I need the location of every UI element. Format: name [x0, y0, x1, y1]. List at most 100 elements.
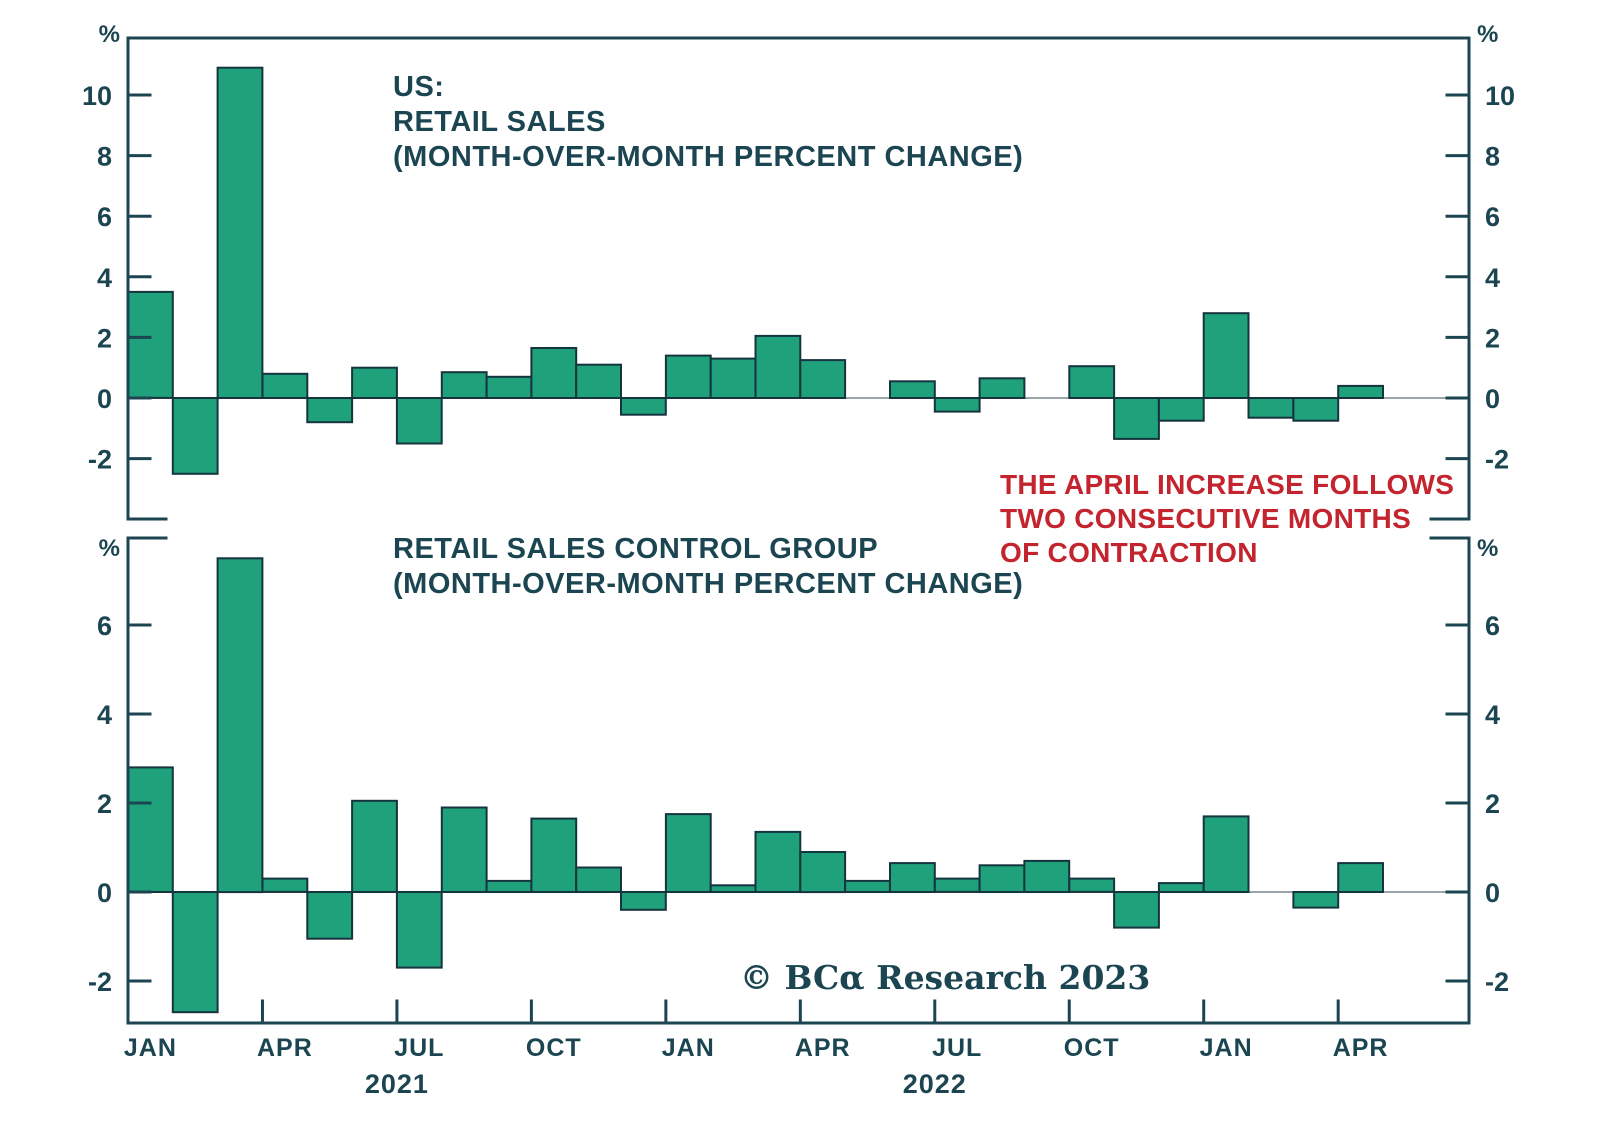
top-chart-bar: [306, 397, 354, 424]
copyright-text: © BCα Research 2023: [740, 958, 1151, 997]
top-chart-bar: [395, 397, 443, 445]
top-chart-y-tick-label-right: 4: [1485, 263, 1500, 293]
x-year-label: 2022: [903, 1069, 967, 1099]
bottom-chart-bar: [709, 884, 757, 893]
bottom-chart-bar: [575, 866, 623, 893]
x-tick-label: OCT: [526, 1034, 582, 1062]
bottom-chart-y-tick-label-right: 6: [1485, 611, 1500, 641]
top-chart-unit-label-right: %: [1477, 21, 1498, 48]
top-chart-unit-label-left: %: [99, 21, 120, 48]
top-chart-y-tick-label-left: 8: [97, 142, 112, 172]
bottom-chart-y-tick-label-left: 4: [97, 700, 112, 730]
top-chart-y-tick-label-left: 4: [97, 263, 112, 293]
bottom-chart-y-tick-label-right: -2: [1485, 967, 1509, 997]
top-chart-bar: [127, 290, 174, 399]
top-chart-title-line1: US:: [393, 71, 445, 103]
top-chart-bar: [216, 66, 264, 399]
bottom-chart-bar: [844, 879, 891, 894]
top-chart-y-tick-label-left: -2: [88, 445, 112, 475]
top-chart-bar: [664, 354, 712, 400]
bottom-chart-bar: [754, 830, 802, 894]
annotation-line1: THE APRIL INCREASE FOLLOWS: [1000, 469, 1455, 500]
bottom-chart-title: RETAIL SALES CONTROL GROUP (MONTH-OVER-M…: [393, 532, 1023, 602]
top-chart-title-line3: (MONTH-OVER-MONTH PERCENT CHANGE): [393, 141, 1024, 173]
x-tick-label: JAN: [662, 1034, 715, 1062]
top-chart-bar: [1113, 397, 1160, 440]
x-tick-label: JAN: [1200, 1034, 1253, 1062]
top-chart-title: US: RETAIL SALES (MONTH-OVER-MONTH PERCE…: [393, 70, 1023, 175]
top-chart-y-tick-label-right: 8: [1485, 142, 1500, 172]
top-chart-bar: [933, 397, 981, 413]
x-tick-label: OCT: [1064, 1034, 1120, 1062]
top-chart-y-tick-label-left: 6: [97, 202, 112, 232]
bottom-chart-bar: [530, 817, 578, 893]
x-tick-label: JUL: [932, 1034, 982, 1062]
bottom-chart-y-tick-label-right: 2: [1485, 789, 1500, 819]
bottom-chart-y-tick-label-left: 2: [97, 789, 112, 819]
top-chart-y-tick-label-right: -2: [1485, 445, 1509, 475]
top-chart-y-tick-label-right: 2: [1485, 323, 1500, 353]
bottom-chart-bar: [1337, 862, 1384, 893]
bottom-chart-bar: [664, 813, 712, 893]
top-chart-bar: [1068, 365, 1116, 400]
top-chart-y-tick-label-right: 6: [1485, 202, 1500, 232]
top-chart-y-tick-label-left: 10: [82, 81, 112, 111]
bottom-chart-y-tick-label-right: 4: [1485, 700, 1500, 730]
top-chart-bar: [485, 375, 533, 399]
top-chart-bar: [261, 372, 309, 399]
bottom-chart-bar: [1157, 882, 1205, 893]
bottom-chart-bar: [1023, 859, 1071, 894]
top-chart-y-tick-label-left: 2: [97, 323, 112, 353]
x-tick-label: APR: [257, 1034, 313, 1062]
top-chart-y-tick-label-right: 0: [1485, 384, 1500, 414]
annotation-line3: OF CONTRACTION: [1000, 537, 1258, 568]
bottom-chart-bar: [799, 851, 847, 894]
top-chart-bar: [889, 380, 936, 399]
x-tick-label: JUL: [394, 1034, 444, 1062]
top-chart-y-tick-label-right: 10: [1485, 81, 1515, 111]
top-chart-bar: [978, 377, 1026, 399]
top-chart-y-tick-label-left: 0: [97, 384, 112, 414]
bottom-chart-bar: [395, 891, 443, 969]
bottom-chart-bar: [261, 877, 309, 893]
top-chart-bar: [1157, 397, 1205, 422]
bottom-chart-bar: [306, 891, 354, 940]
top-chart-bar: [1247, 397, 1295, 419]
bottom-chart-bar: [171, 891, 219, 1014]
bottom-chart-y-tick-label-left: 6: [97, 611, 112, 641]
x-tick-label: JAN: [124, 1034, 177, 1062]
top-chart-bar: [1337, 384, 1384, 399]
bottom-chart-unit-label-right: %: [1477, 535, 1498, 562]
bottom-chart-bar: [620, 891, 667, 911]
bottom-chart-bar: [485, 879, 533, 894]
bottom-chart-bar: [351, 799, 398, 893]
bottom-chart-bar: [1292, 891, 1340, 909]
bottom-chart-title-line2: (MONTH-OVER-MONTH PERCENT CHANGE): [393, 568, 1024, 600]
bottom-chart-bar: [216, 557, 264, 894]
top-chart-bar: [351, 366, 398, 400]
top-chart-bar: [799, 359, 847, 400]
bottom-chart-bar: [127, 766, 174, 894]
top-chart-title-line2: RETAIL SALES: [393, 106, 606, 138]
bottom-chart-bar: [1113, 891, 1160, 929]
x-tick-label: APR: [1333, 1034, 1389, 1062]
bottom-chart-y-tick-label-left: -2: [88, 967, 112, 997]
top-chart-bar: [709, 357, 757, 400]
bottom-chart-bar: [1202, 815, 1250, 894]
x-year-label: 2021: [365, 1069, 429, 1099]
bottom-chart-bar: [1068, 877, 1116, 893]
top-chart-bar: [171, 397, 219, 475]
top-chart-bar: [440, 371, 488, 400]
top-chart-bar: [754, 334, 802, 399]
bottom-chart-bar: [933, 877, 981, 893]
top-chart-bar: [575, 363, 623, 400]
top-chart-bar: [1202, 312, 1250, 400]
x-tick-label: APR: [795, 1034, 851, 1062]
bottom-chart-bar: [440, 806, 488, 893]
april-increase-annotation: THE APRIL INCREASE FOLLOWS TWO CONSECUTI…: [1000, 468, 1454, 570]
annotation-line2: TWO CONSECUTIVE MONTHS: [1000, 503, 1412, 534]
top-chart-bar: [620, 397, 667, 416]
bottom-chart-y-tick-label-right: 0: [1485, 878, 1500, 908]
bottom-chart-y-tick-label-left: 0: [97, 878, 112, 908]
